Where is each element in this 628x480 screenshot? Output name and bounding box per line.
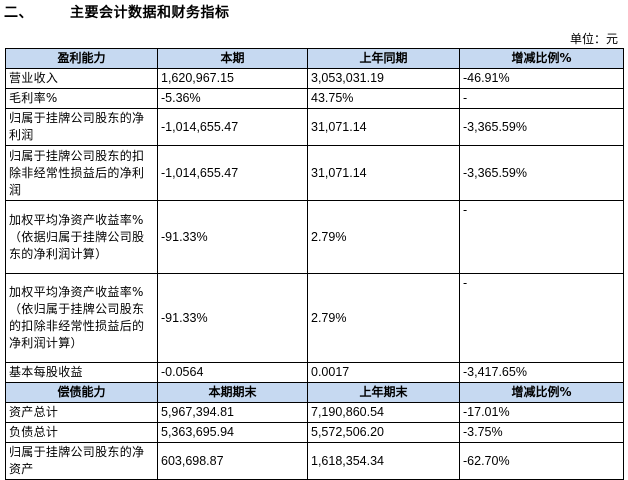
- current-value: 603,698.87: [157, 442, 308, 480]
- column-header: 上年同期: [307, 48, 460, 69]
- current-value: -0.0564: [157, 362, 308, 383]
- change-value: -62.70%: [459, 442, 624, 480]
- row-label: 归属于挂牌公司股东的净利润: [5, 108, 158, 146]
- change-value: -46.91%: [459, 68, 624, 89]
- table-row: 资产总计 5,967,394.81 7,190,860.54 -17.01%: [5, 402, 624, 423]
- table-row: 负债总计 5,363,695.94 5,572,506.20 -3.75%: [5, 422, 624, 443]
- current-value: -5.36%: [157, 88, 308, 109]
- current-value: -1,014,655.47: [157, 108, 308, 146]
- current-value: 5,363,695.94: [157, 422, 308, 443]
- previous-value: 43.75%: [307, 88, 460, 109]
- row-label: 归属于挂牌公司股东的净资产: [5, 442, 158, 480]
- row-label: 基本每股收益: [5, 362, 158, 383]
- table-row: 加权平均净资产收益率%（依据归属于挂牌公司股东的净利润计算） -91.33% 2…: [5, 200, 624, 274]
- section-number: 二、: [4, 5, 33, 21]
- previous-value: 3,053,031.19: [307, 68, 460, 89]
- table-row: 加权平均净资产收益率%（依归属于挂牌公司股东的扣除非经常性损益后的净利润计算） …: [5, 273, 624, 363]
- previous-value: 2.79%: [307, 273, 460, 363]
- row-label: 加权平均净资产收益率%（依据归属于挂牌公司股东的净利润计算）: [5, 200, 158, 274]
- column-header: 盈利能力: [5, 48, 158, 69]
- change-value: -17.01%: [459, 402, 624, 423]
- row-label: 归属于挂牌公司股东的扣除非经常性损益后的净利润: [5, 145, 158, 201]
- row-label: 营业收入: [5, 68, 158, 89]
- section-heading: 二、 主要会计数据和财务指标: [4, 2, 230, 22]
- change-value: -3,365.59%: [459, 108, 624, 146]
- previous-value: 0.0017: [307, 362, 460, 383]
- column-header: 偿债能力: [5, 382, 158, 403]
- debt-header-row: 偿债能力 本期期末 上年期末 增减比例%: [5, 382, 624, 403]
- previous-value: 1,618,354.34: [307, 442, 460, 480]
- change-value: -: [459, 273, 624, 363]
- previous-value: 31,071.14: [307, 108, 460, 146]
- financial-indicators-table: 盈利能力 本期 上年同期 增减比例% 营业收入 1,620,967.15 3,0…: [5, 48, 624, 480]
- table-row: 基本每股收益 -0.0564 0.0017 -3,417.65%: [5, 362, 624, 383]
- table-row: 归属于挂牌公司股东的净利润 -1,014,655.47 31,071.14 -3…: [5, 108, 624, 146]
- current-value: -91.33%: [157, 200, 308, 274]
- row-label: 资产总计: [5, 402, 158, 423]
- column-header: 上年期末: [307, 382, 460, 403]
- current-value: -1,014,655.47: [157, 145, 308, 201]
- table-row: 归属于挂牌公司股东的扣除非经常性损益后的净利润 -1,014,655.47 31…: [5, 145, 624, 201]
- current-value: -91.33%: [157, 273, 308, 363]
- column-header: 本期期末: [157, 382, 308, 403]
- change-value: -: [459, 88, 624, 109]
- column-header: 增减比例%: [459, 382, 624, 403]
- row-label: 加权平均净资产收益率%（依归属于挂牌公司股东的扣除非经常性损益后的净利润计算）: [5, 273, 158, 363]
- section-title: 主要会计数据和财务指标: [70, 5, 230, 21]
- change-value: -3.75%: [459, 422, 624, 443]
- profit-header-row: 盈利能力 本期 上年同期 增减比例%: [5, 48, 624, 69]
- table-row: 归属于挂牌公司股东的净资产 603,698.87 1,618,354.34 -6…: [5, 442, 624, 480]
- previous-value: 31,071.14: [307, 145, 460, 201]
- column-header: 增减比例%: [459, 48, 624, 69]
- table-row: 毛利率% -5.36% 43.75% -: [5, 88, 624, 109]
- change-value: -3,365.59%: [459, 145, 624, 201]
- row-label: 毛利率%: [5, 88, 158, 109]
- previous-value: 5,572,506.20: [307, 422, 460, 443]
- column-header: 本期: [157, 48, 308, 69]
- unit-label: 单位：元: [569, 32, 618, 46]
- current-value: 1,620,967.15: [157, 68, 308, 89]
- table-row: 营业收入 1,620,967.15 3,053,031.19 -46.91%: [5, 68, 624, 89]
- change-value: -3,417.65%: [459, 362, 624, 383]
- current-value: 5,967,394.81: [157, 402, 308, 423]
- previous-value: 7,190,860.54: [307, 402, 460, 423]
- row-label: 负债总计: [5, 422, 158, 443]
- previous-value: 2.79%: [307, 200, 460, 274]
- change-value: -: [459, 200, 624, 274]
